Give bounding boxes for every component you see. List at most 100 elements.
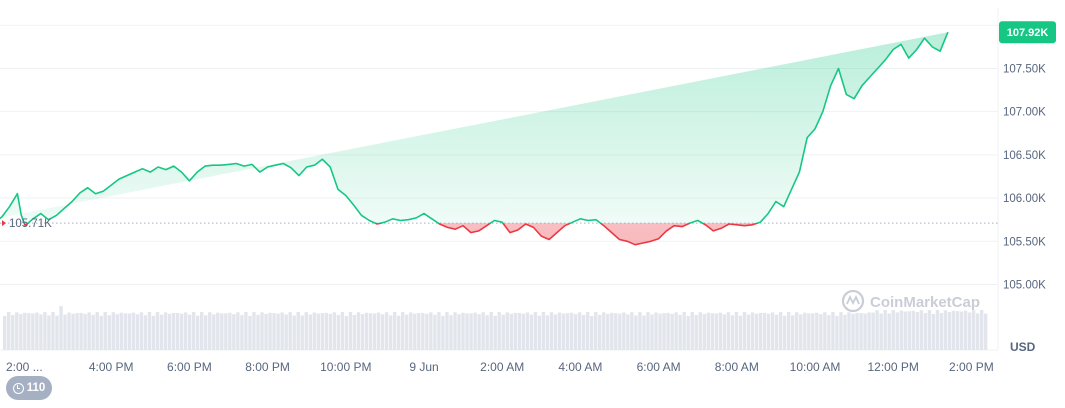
volume-bar (549, 312, 554, 350)
volume-bar (7, 312, 11, 350)
volume-bar (610, 312, 614, 350)
volume-bar (654, 312, 658, 350)
volume-bar (726, 312, 731, 350)
volume-bar (883, 310, 887, 350)
volume-bar (742, 312, 747, 350)
currency-label: USD (1010, 340, 1036, 354)
volume-bar (811, 313, 815, 350)
volume-bar (465, 313, 469, 350)
volume-bar (75, 313, 79, 350)
volume-bar (545, 315, 550, 350)
volume-bar (565, 313, 570, 350)
volume-bar (453, 312, 457, 350)
volume-bar (799, 314, 803, 350)
volume-bar (47, 315, 51, 350)
volume-bar (915, 312, 920, 350)
volume-bar (750, 312, 755, 350)
volume-bar (594, 312, 598, 350)
volume-bar (27, 313, 31, 350)
volume-bar (441, 315, 445, 350)
volume-bar (674, 312, 678, 350)
volume-bar (895, 312, 899, 350)
volume-bar (236, 312, 240, 350)
volume-bar (445, 312, 449, 350)
volume-bar (127, 313, 132, 350)
volume-bar (216, 312, 220, 350)
volume-bar (891, 310, 895, 350)
volume-bar (734, 312, 739, 350)
volume-bar (107, 315, 111, 350)
volume-bar (835, 315, 839, 350)
volume-bar (481, 312, 485, 350)
volume-bar (115, 314, 119, 350)
volume-bar (718, 312, 723, 350)
volume-bar (686, 315, 690, 350)
x-tick-label: 8:00 AM (715, 360, 759, 374)
volume-bar (529, 314, 534, 350)
volume-bar (461, 312, 465, 350)
volume-bar (670, 313, 674, 350)
current-price-badge: 107.92K (999, 21, 1056, 44)
volume-bar (376, 312, 381, 350)
volume-bar (646, 312, 650, 350)
history-button[interactable]: 110 (6, 376, 52, 400)
volume-bar (706, 312, 710, 350)
volume-bar (360, 314, 365, 350)
volume-bar (348, 312, 353, 350)
y-tick-label: 107.00K (1003, 107, 1046, 119)
volume-bar (151, 315, 156, 350)
volume-bar (501, 314, 505, 350)
volume-bar (513, 312, 518, 350)
volume-bar (224, 313, 228, 350)
y-tick-label: 105.50K (1003, 236, 1046, 248)
volume-bar (561, 313, 566, 350)
x-tick-label: 10:00 AM (790, 360, 841, 374)
y-axis-ticks: 105.00K 105.50K 106.00K 106.50K 107.00K 107.5… (1003, 63, 1046, 291)
volume-bar (39, 314, 43, 350)
clock-history-icon (12, 382, 24, 394)
volume-bar (240, 315, 244, 350)
volume-bar (963, 310, 968, 350)
x-tick-label: 12:00 PM (868, 360, 919, 374)
volume-bar (871, 312, 875, 350)
volume-bar (457, 314, 461, 350)
volume-bar (585, 312, 590, 350)
volume-bar (131, 312, 136, 350)
volume-bar (175, 313, 180, 350)
volume-bar (308, 314, 312, 350)
volume-bar (839, 312, 843, 350)
volume-bar (31, 313, 35, 350)
volume-bar (421, 312, 425, 350)
volume-bar (931, 313, 936, 350)
volume-bar (232, 314, 236, 350)
volume-bar (634, 315, 638, 350)
volume-bar (171, 312, 176, 350)
coinmarketcap-logo-icon (841, 289, 865, 313)
volume-bar (163, 312, 168, 350)
volume-bar (807, 313, 811, 350)
volume-bar (979, 310, 984, 350)
x-tick-label: 6:00 PM (167, 360, 212, 374)
volume-bar (911, 310, 916, 350)
volume-bar (429, 312, 433, 350)
volume-bar (525, 312, 530, 350)
volume-bar (533, 312, 538, 350)
x-tick-label: 4:00 PM (89, 360, 134, 374)
volume-bar (248, 315, 252, 350)
volume-bar (43, 312, 47, 350)
volume-bar (666, 312, 670, 350)
volume-bar (975, 313, 980, 350)
volume-bar (425, 313, 429, 350)
volume-bar (19, 314, 23, 350)
volume-bar (863, 313, 867, 350)
volume-bar (15, 312, 19, 350)
volume-bar (573, 314, 578, 350)
volume-bar (71, 313, 75, 350)
volume-bar (51, 312, 55, 350)
volume-bar (694, 315, 698, 350)
volume-bar (449, 315, 453, 350)
volume-bar (887, 313, 891, 350)
volume-bar (754, 313, 759, 350)
y-tick-label: 106.00K (1003, 193, 1046, 205)
